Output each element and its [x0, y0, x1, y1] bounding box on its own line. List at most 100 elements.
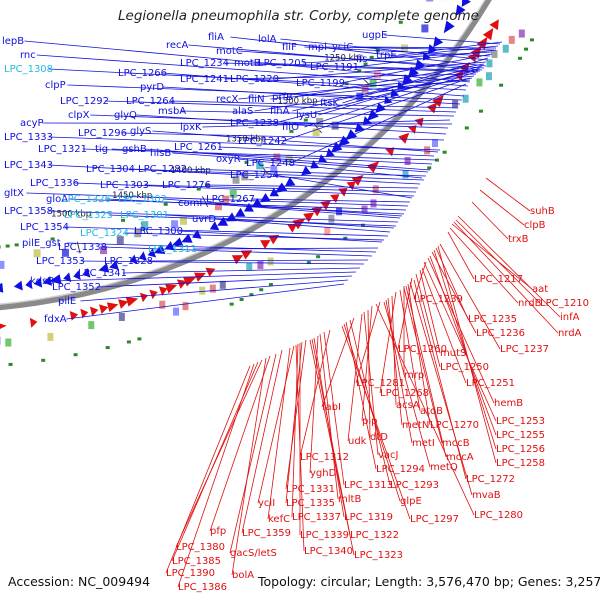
gene-label: LPC_1296: [78, 128, 127, 139]
gene-label: fliA: [208, 32, 224, 43]
gene-label: aat: [532, 284, 548, 295]
gene-label: LPC_1300: [134, 226, 183, 237]
gene-label: mpl: [308, 42, 327, 53]
annotation-block: [257, 261, 263, 269]
gene-label: hemB: [494, 398, 523, 409]
gene-label: comI: [178, 198, 202, 209]
gene-label: bolA: [232, 570, 254, 581]
gene-label: LPC_1301: [120, 210, 169, 221]
gene-label: mccB: [442, 438, 470, 449]
gene-label: LPC_1341: [78, 268, 127, 279]
gene-label: LPC_1359: [242, 528, 291, 539]
gene-label: trxB: [508, 234, 529, 245]
gene-label: pyrD: [140, 82, 164, 93]
annotation-block: [0, 261, 4, 269]
gene-label: LPC_1282: [138, 164, 187, 175]
gc-marker: [9, 363, 13, 366]
gc-marker: [370, 56, 374, 59]
gene-label: fdxA: [44, 314, 67, 325]
reverse-feature: [346, 181, 355, 190]
gene-label: pip: [362, 416, 377, 427]
gene-label: uvrD: [192, 214, 216, 225]
annotation-block: [486, 59, 492, 67]
reverse-feature: [330, 194, 339, 203]
annotation-block: [5, 339, 11, 347]
gene-label: LPC_1302: [118, 194, 167, 205]
gene-label: LPC_1268: [380, 388, 429, 399]
gene-label: LPC_1280: [474, 510, 523, 521]
gc-marker: [106, 346, 110, 349]
annotation-block: [503, 45, 509, 53]
leader-line: [486, 178, 530, 211]
forward-feature: [301, 166, 311, 175]
gene-label: LPC_1276: [162, 180, 211, 191]
gene-label: glyQ: [114, 110, 137, 121]
forward-feature: [14, 281, 23, 291]
gene-label: LPC_1339: [300, 530, 349, 541]
gene-label: yghD: [310, 468, 337, 479]
gene-label: mrp: [404, 370, 424, 381]
forward-feature: [235, 208, 245, 217]
annotation-block: [370, 199, 376, 207]
gc-marker: [240, 298, 244, 301]
reverse-feature: [367, 161, 379, 173]
annotation-block: [424, 146, 430, 154]
forward-feature: [433, 36, 443, 47]
gene-label: LPC_1199: [296, 78, 345, 89]
gene-label: LPC_1338: [58, 242, 107, 253]
gene-label: LPC_1353: [36, 256, 85, 267]
gene-label: LPC_1326: [62, 194, 111, 205]
gene-label: flhA: [270, 106, 290, 117]
gc-marker: [518, 57, 522, 60]
gene-label: mvaB: [472, 490, 501, 501]
gene-label: LPC_1250: [440, 362, 489, 373]
gene-label: vacJ: [378, 450, 399, 461]
gene-label: motB: [234, 58, 261, 69]
annotation-block: [246, 263, 252, 271]
annotation-block: [405, 157, 411, 165]
gc-marker: [230, 303, 234, 306]
gene-label: LPC_1352: [52, 282, 101, 293]
gene-label: LPC_1385: [172, 556, 221, 567]
gene-label: LPC_1312: [300, 452, 349, 463]
gene-label: LPC_1324: [80, 228, 129, 239]
gc-marker: [0, 246, 1, 249]
gene-label: yciC: [332, 42, 353, 53]
reverse-feature: [320, 200, 331, 210]
annotation-block: [426, 0, 433, 1]
gc-marker: [127, 340, 131, 343]
gene-label: tig: [95, 144, 108, 155]
gene-label: LPC_1241: [180, 74, 229, 85]
reverse-feature: [260, 240, 270, 249]
reverse-feature: [0, 322, 7, 332]
gc-marker: [6, 245, 10, 248]
annotation-block: [421, 24, 428, 32]
gene-label: LPC_1234: [180, 58, 229, 69]
gene-label: LPC_1235: [468, 314, 517, 325]
gene-label: LPC_1313: [344, 480, 393, 491]
gc-marker: [530, 38, 534, 41]
gene-label: LPC_1239: [414, 294, 463, 305]
gene-label: LPC_1323: [354, 550, 403, 561]
gene-label: trpE: [376, 50, 397, 61]
gene-label: kdsB: [30, 276, 54, 287]
gene-label: lpxK: [180, 122, 202, 133]
topology-summary: Topology: circular; Length: 3,576,470 bp…: [258, 574, 600, 589]
gene-label: LPC_1191: [310, 62, 359, 73]
gene-label: metI: [412, 438, 435, 449]
gc-marker: [499, 84, 503, 87]
gc-marker: [524, 48, 528, 51]
gene-label: LPC_1335: [286, 498, 335, 509]
gene-label: LPC_1220: [230, 74, 279, 85]
annotation-block: [88, 321, 94, 329]
reverse-feature: [489, 19, 498, 30]
gene-label: ftsK: [320, 98, 339, 109]
annotation-block: [492, 50, 498, 58]
gc-marker: [427, 166, 431, 169]
annotation-block: [374, 71, 381, 79]
gene-label: nrdA: [558, 328, 582, 339]
gc-marker: [15, 243, 19, 246]
gene-label: pilE: [58, 296, 76, 307]
gene-label: suhB: [530, 206, 555, 217]
